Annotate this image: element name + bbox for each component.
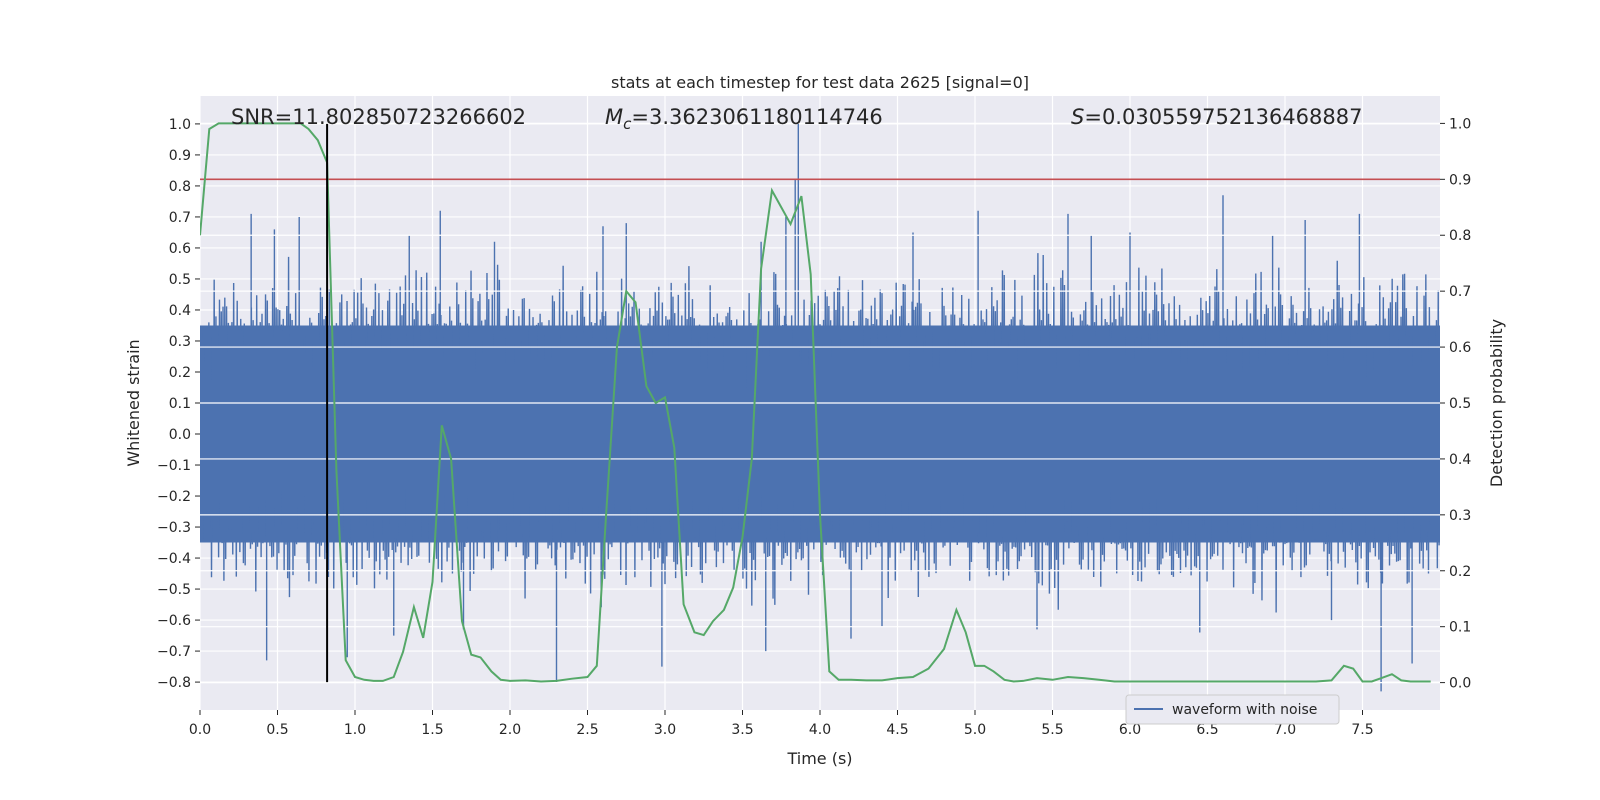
y-right-axis-ticks: 0.0 0.1 0.2 0.3 0.4 0.5 0.6 0.7 0.8 0.9 1.0 xyxy=(1440,116,1471,692)
y-left-tick-label: 0.3 xyxy=(169,334,191,350)
y-left-tick-label: −0.1 xyxy=(157,458,191,474)
chirp-mass-subscript: c xyxy=(623,115,632,133)
x-tick-label: 1.5 xyxy=(421,722,443,738)
y-left-axis-label: Whitened strain xyxy=(124,339,143,466)
detection-probability-series xyxy=(200,122,1431,683)
x-tick-label: 6.5 xyxy=(1196,722,1218,738)
y-right-tick-label: 0.6 xyxy=(1449,340,1471,356)
x-tick-label: 0.0 xyxy=(189,722,211,738)
x-tick-label: 0.5 xyxy=(266,722,288,738)
x-tick-label: 2.5 xyxy=(576,722,598,738)
s-symbol: S xyxy=(1071,105,1084,129)
x-tick-label: 4.0 xyxy=(809,722,831,738)
y-left-tick-label: −0.3 xyxy=(157,520,191,536)
x-tick-label: 5.0 xyxy=(964,722,986,738)
legend-label: waveform with noise xyxy=(1172,702,1317,718)
y-left-tick-label: −0.7 xyxy=(157,644,191,660)
y-left-tick-label: 0.2 xyxy=(169,365,191,381)
y-left-tick-label: −0.6 xyxy=(157,613,191,629)
y-left-tick-label: 1.0 xyxy=(169,117,191,133)
y-right-tick-label: 1.0 xyxy=(1449,116,1471,132)
x-tick-label: 7.0 xyxy=(1274,722,1296,738)
y-right-tick-label: 0.3 xyxy=(1449,508,1471,524)
s-annotation: S=0.030559752136468887 xyxy=(1071,105,1362,129)
y-left-tick-label: 0.1 xyxy=(169,396,191,412)
x-tick-label: 2.0 xyxy=(499,722,521,738)
x-tick-label: 4.5 xyxy=(886,722,908,738)
y-right-tick-label: 0.2 xyxy=(1449,564,1471,580)
x-tick-label: 7.5 xyxy=(1351,722,1373,738)
y-right-axis-label: Detection probability xyxy=(1487,319,1506,487)
legend: waveform with noise xyxy=(1125,694,1340,725)
x-tick-label: 3.0 xyxy=(654,722,676,738)
y-right-tick-label: 0.8 xyxy=(1449,228,1471,244)
y-left-tick-label: 0.4 xyxy=(169,303,191,319)
snr-annotation: SNR=11.802850723266602 xyxy=(231,105,526,129)
chart-title: stats at each timestep for test data 262… xyxy=(611,73,1029,92)
x-axis-label: Time (s) xyxy=(786,749,852,768)
x-axis-ticks: 0.0 0.5 1.0 1.5 2.0 2.5 3.0 3.5 4.0 4.5 5.0 5.5 6.0 6… xyxy=(189,710,1374,738)
x-tick-label: 5.5 xyxy=(1041,722,1063,738)
chirp-mass-value: =3.3623061180114746 xyxy=(631,105,882,129)
y-left-tick-label: −0.4 xyxy=(157,551,191,567)
y-right-tick-label: 0.1 xyxy=(1449,620,1471,636)
y-right-tick-label: 0.4 xyxy=(1449,452,1471,468)
y-left-tick-label: −0.2 xyxy=(157,489,191,505)
y-left-tick-label: 0.5 xyxy=(169,272,191,288)
y-left-tick-label: 0.9 xyxy=(169,148,191,164)
chirp-mass-symbol: M xyxy=(605,105,623,129)
y-left-tick-label: 0.6 xyxy=(169,241,191,257)
y-left-axis-ticks: −0.8 −0.7 −0.6 −0.5 −0.4 −0.3 −0.2 −0.1 0.0 0.1 0.… xyxy=(157,117,200,691)
y-right-tick-label: 0.7 xyxy=(1449,284,1471,300)
y-right-tick-label: 0.9 xyxy=(1449,172,1471,188)
x-tick-label: 1.0 xyxy=(344,722,366,738)
legend-box xyxy=(1125,694,1340,725)
s-value: =0.030559752136468887 xyxy=(1084,105,1362,129)
y-left-tick-label: −0.5 xyxy=(157,582,191,598)
x-tick-label: 3.5 xyxy=(731,722,753,738)
y-left-tick-label: 0.8 xyxy=(169,179,191,195)
x-tick-label: 6.0 xyxy=(1119,722,1141,738)
chirp-mass-annotation: Mc=3.3623061180114746 xyxy=(605,105,883,133)
y-left-tick-label: −0.8 xyxy=(157,675,191,691)
y-left-tick-label: 0.0 xyxy=(169,427,191,443)
y-right-tick-label: 0.5 xyxy=(1449,396,1471,412)
y-left-tick-label: 0.7 xyxy=(169,210,191,226)
y-right-tick-label: 0.0 xyxy=(1449,676,1471,692)
